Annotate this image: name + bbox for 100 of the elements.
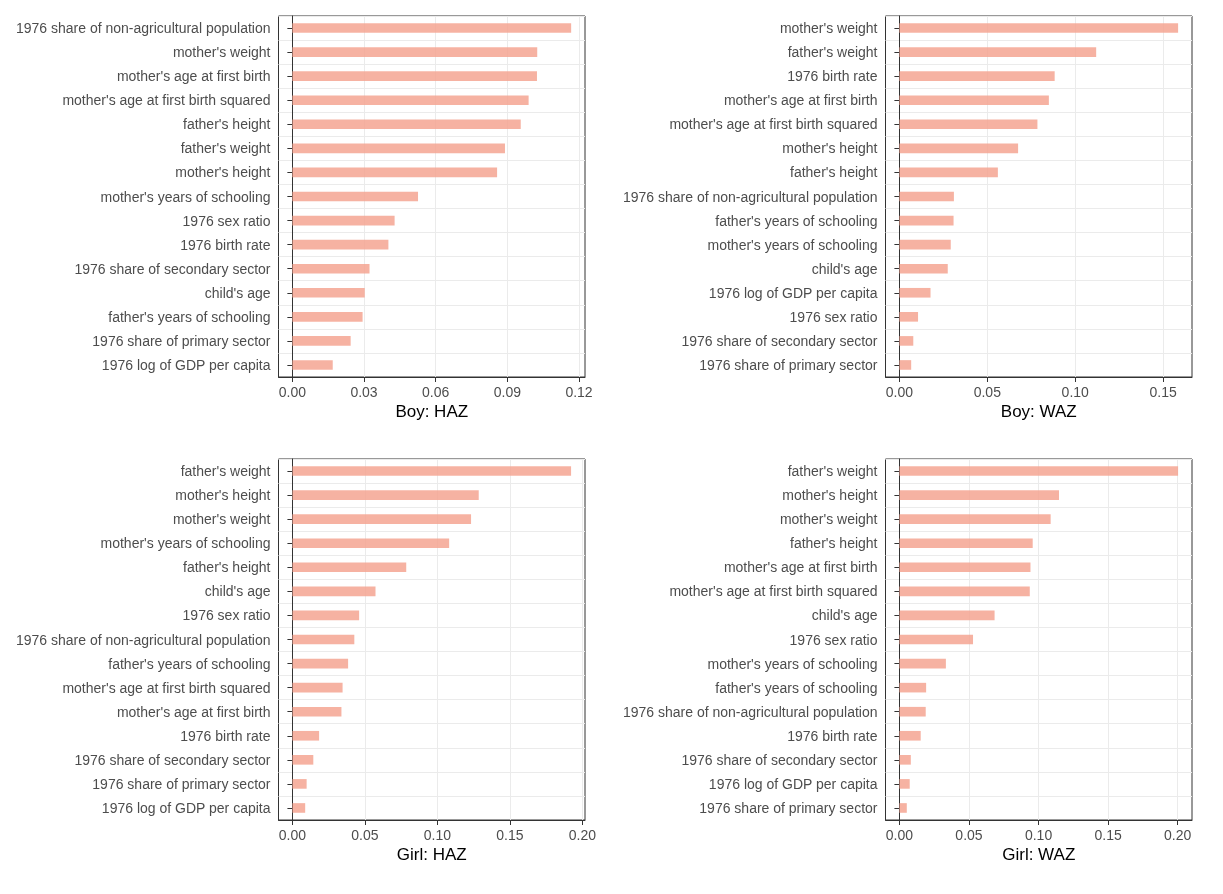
bar [292,287,365,298]
x-tick-label: 0.06 [422,384,450,400]
y-tick-label: 1976 sex ratio [789,308,878,325]
bar [899,239,951,250]
y-tick-label: father's years of schooling [108,655,271,672]
bar [292,360,333,370]
y-tick-label: 1976 share of non-agricultural population [622,188,878,205]
bar [292,239,389,250]
y-tick-label: mother's weight [779,511,878,528]
y-tick-label: mother's height [782,487,878,504]
x-axis-title: Boy: HAZ [395,402,469,421]
y-tick-label: father's years of schooling [108,308,271,325]
x-tick-label: 0.15 [496,827,524,843]
bar [899,191,954,202]
x-tick-label: 0.05 [351,827,379,843]
x-tick-label: 0.00 [885,384,914,400]
y-tick-label: mother's weight [172,511,271,528]
bar [899,779,910,789]
y-tick-label: 1976 sex ratio [182,607,271,624]
y-tick-label: 1976 share of primary sector [92,332,271,349]
bar [899,586,1030,597]
y-tick-label: mother's age at first birth squared [62,679,271,696]
y-tick-label: 1976 log of GDP per capita [101,799,271,816]
y-tick-label: mother's height [175,164,271,181]
bar [292,586,376,597]
y-tick-label: father's weight [180,140,271,157]
x-tick-label: 0.09 [493,384,522,400]
bar [899,336,914,346]
bar [292,263,370,274]
y-tick-label: father's height [182,559,271,576]
y-tick-label: mother's years of schooling [707,236,878,253]
x-tick-label: 0.12 [565,384,593,400]
y-tick-label: mother's years of schooling [100,188,271,205]
y-tick-label: father's height [789,164,878,181]
x-tick-label: 0.00 [278,827,307,843]
bar [899,610,995,621]
bar [292,634,355,645]
bar [899,803,907,813]
bar [292,562,407,573]
bar [292,706,342,717]
bar [292,95,529,106]
bar [292,119,521,130]
x-tick-label: 0.05 [955,827,983,843]
x-tick-label: 0.05 [973,384,1002,400]
y-tick-label: mother's age at first birth [723,559,878,576]
bar [899,490,1059,500]
y-tick-label: 1976 birth rate [787,68,878,85]
y-tick-label: child's age [204,583,271,600]
bar [292,312,363,322]
bar [899,263,948,274]
bar [292,730,320,741]
bar [899,562,1031,573]
bar [292,658,349,669]
bar [899,143,1019,154]
bar [899,287,931,298]
x-tick-label: 0.15 [1149,384,1177,400]
bar [899,47,1097,57]
bar [292,779,307,789]
y-tick-label: father's height [182,116,271,133]
y-tick-label: mother's age at first birth squared [669,116,878,133]
x-axis-title: Boy: WAZ [1000,402,1077,421]
y-tick-label: child's age [811,607,878,624]
y-tick-label: mother's height [782,140,878,157]
bar [292,336,351,346]
bar [899,360,912,370]
y-tick-label: 1976 share of primary sector [92,775,271,792]
bar [899,23,1179,33]
y-tick-label: child's age [204,284,271,301]
bar [292,143,505,154]
y-tick-label: father's weight [180,463,271,480]
bar [899,658,946,669]
y-tick-label: mother's years of schooling [707,655,878,672]
x-tick-label: 0.15 [1094,827,1122,843]
y-tick-label: 1976 share of primary sector [699,799,878,816]
x-tick-label: 0.20 [568,827,597,843]
y-tick-label: father's weight [787,44,878,61]
bar [899,215,954,226]
y-tick-label: mother's weight [779,20,878,37]
y-tick-label: father's weight [787,463,878,480]
bar [899,312,919,322]
y-tick-label: 1976 share of secondary sector [681,751,878,768]
y-tick-label: 1976 sex ratio [182,212,271,229]
y-tick-label: 1976 share of secondary sector [74,260,271,277]
bar [899,682,927,693]
bar [899,755,911,765]
bar [899,634,974,645]
bar [292,215,395,226]
bar [899,538,1033,549]
x-tick-label: 0.00 [278,384,307,400]
x-tick-label: 0.00 [885,827,914,843]
bar [292,755,314,765]
x-tick-label: 0.20 [1164,827,1192,843]
bar [292,191,419,202]
y-tick-label: mother's weight [172,44,271,61]
y-tick-label: mother's age at first birth squared [62,92,271,109]
y-tick-label: mother's height [175,487,271,504]
bar [292,167,498,178]
y-tick-label: father's years of schooling [715,679,878,696]
bar [899,514,1051,524]
y-tick-label: 1976 log of GDP per capita [101,356,271,373]
